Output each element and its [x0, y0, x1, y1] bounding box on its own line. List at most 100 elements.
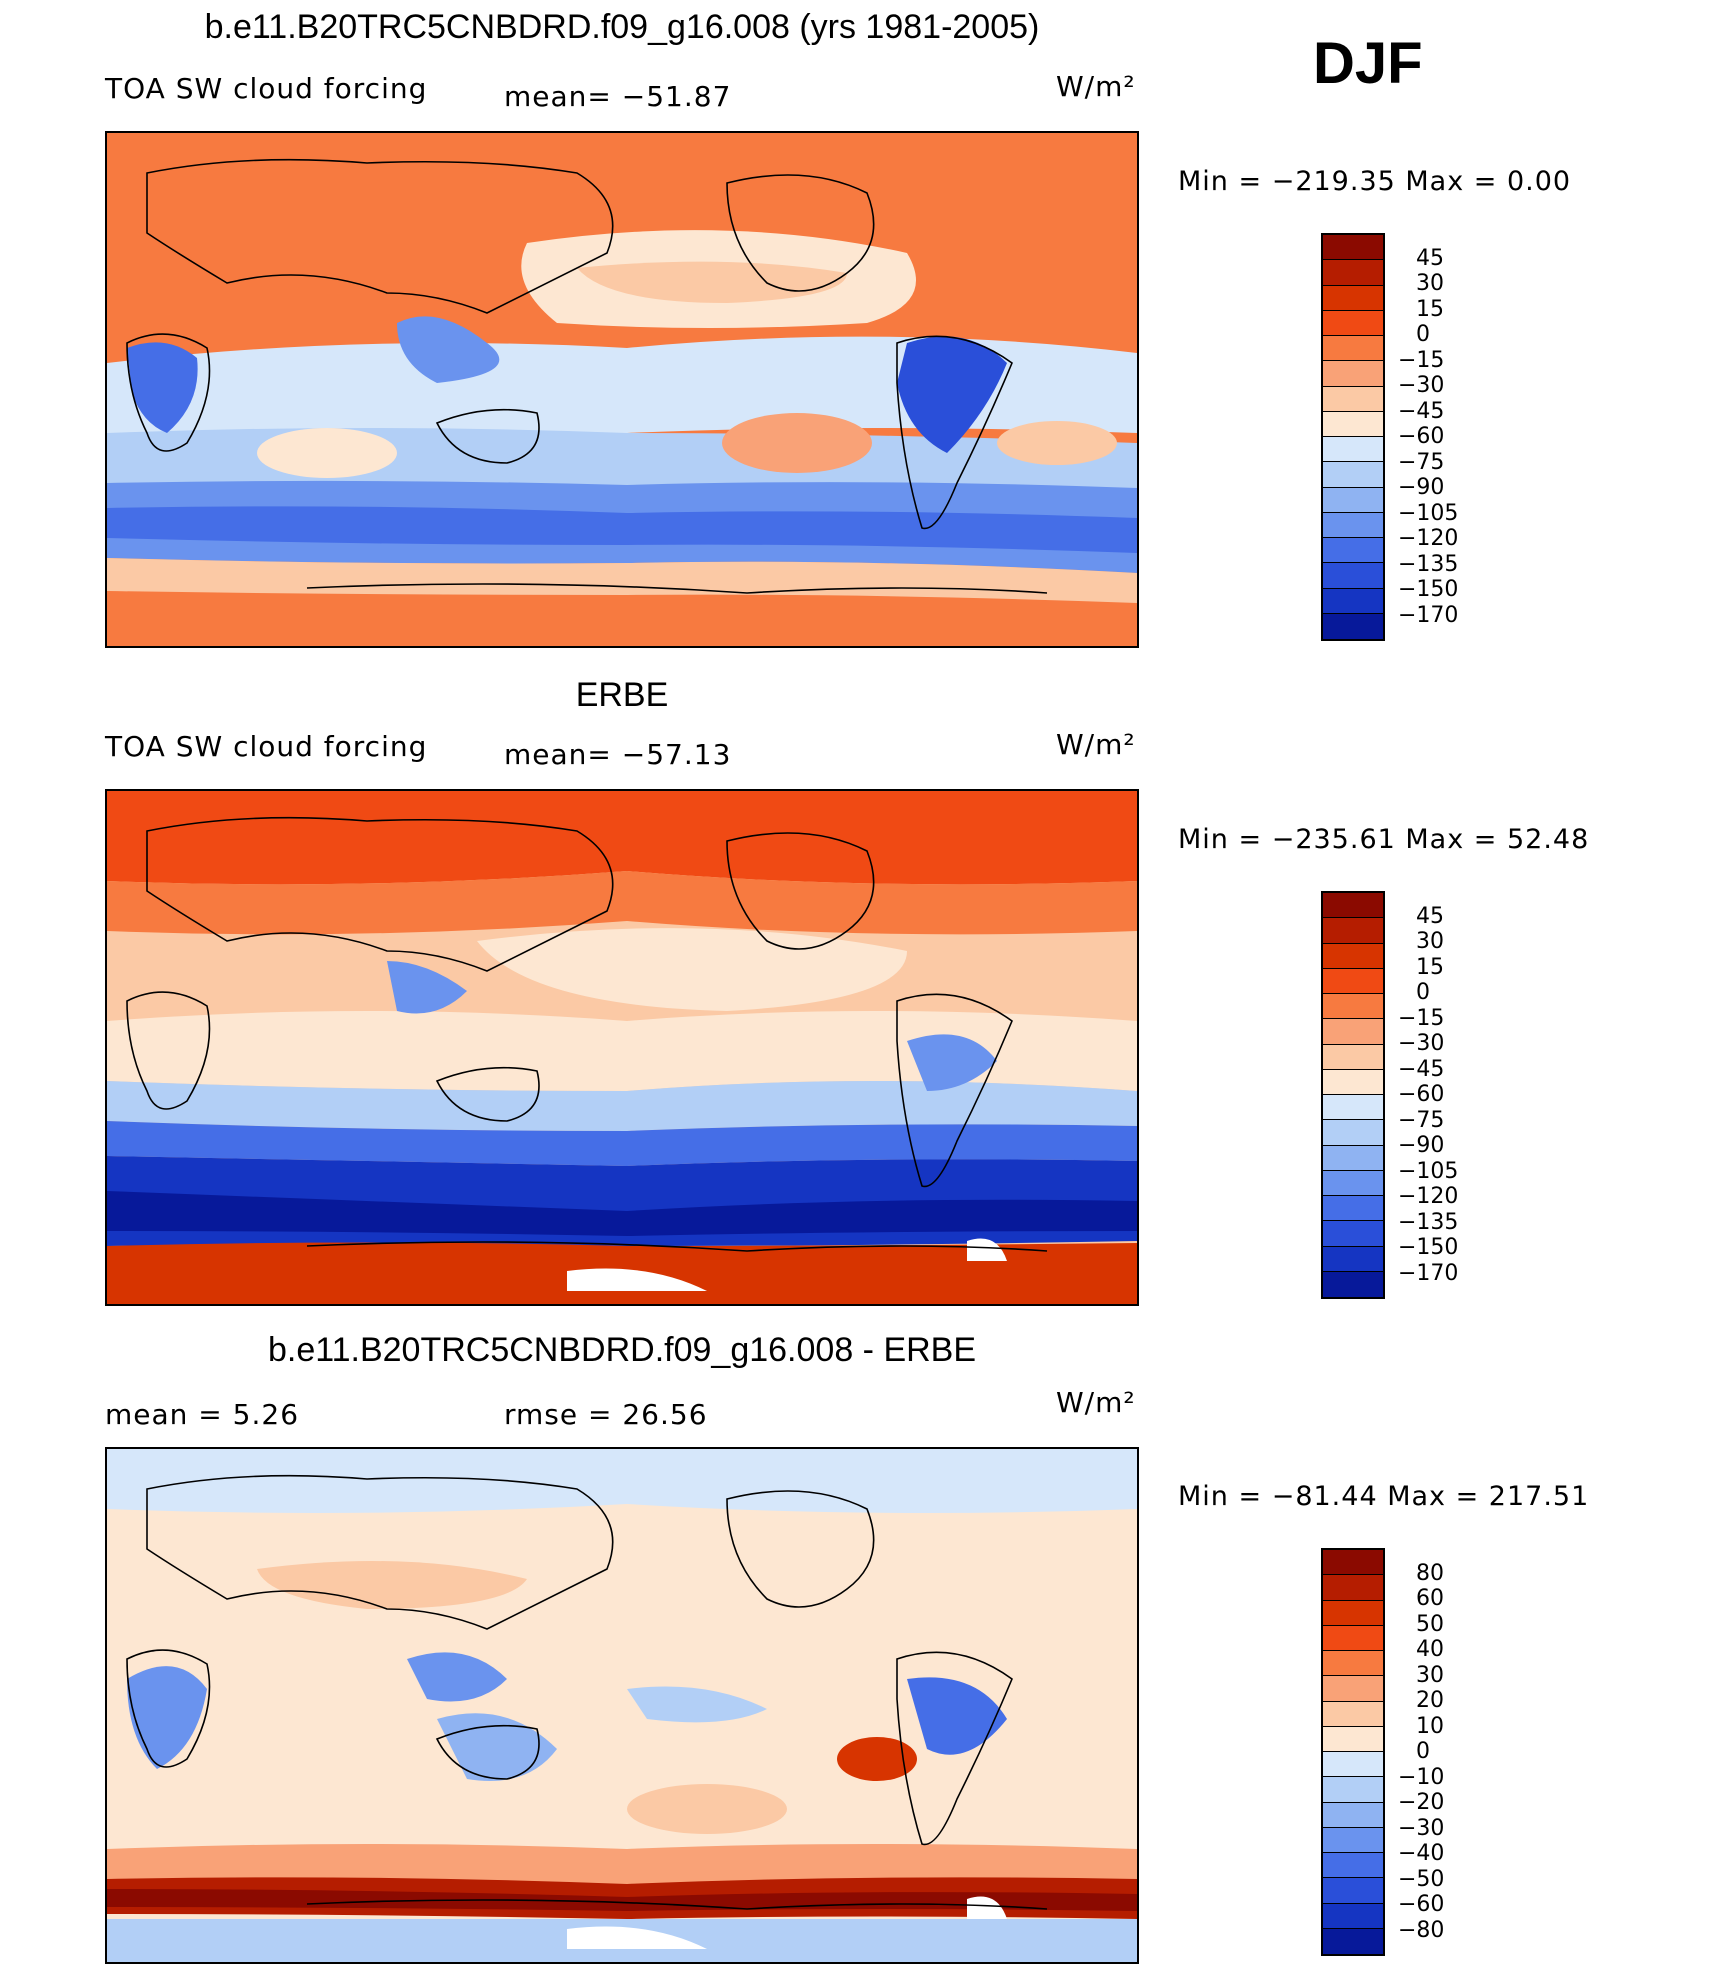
colorbar-tick-label: −45 [1398, 1056, 1445, 1082]
panel-1-title: b.e11.B20TRC5CNBDRD.f09_g16.008 (yrs 198… [204, 8, 1040, 46]
colorbar-tick-label: −80 [1398, 1917, 1445, 1943]
colorbar-tick-label: 15 [1416, 954, 1444, 980]
panel-2-colorbar [1321, 891, 1385, 1299]
colorbar-swatch [1323, 361, 1383, 387]
colorbar-tick-label: −75 [1398, 1107, 1445, 1133]
colorbar-swatch [1323, 411, 1383, 437]
colorbar-tick-label: 30 [1416, 271, 1444, 296]
panel-1-map-field [107, 133, 1137, 646]
colorbar-swatch [1323, 1271, 1383, 1297]
colorbar-swatch [1323, 1726, 1383, 1752]
colorbar-tick-label: 20 [1416, 1688, 1444, 1713]
colorbar-swatch [1323, 235, 1383, 261]
panel-3-colorbar [1321, 1548, 1385, 1956]
colorbar-swatch [1323, 285, 1383, 311]
colorbar-swatch [1323, 1676, 1383, 1702]
colorbar-swatch [1323, 563, 1383, 589]
colorbar-swatch [1323, 1625, 1383, 1651]
colorbar-swatch [1323, 1221, 1383, 1247]
colorbar-swatch [1323, 1853, 1383, 1879]
panel-3-mean-label: mean = 5.26 [105, 1398, 300, 1431]
colorbar-swatch [1323, 918, 1383, 944]
colorbar-tick-label: 30 [1416, 929, 1444, 954]
colorbar-swatch [1323, 1044, 1383, 1070]
colorbar-tick-label: 45 [1416, 245, 1444, 271]
colorbar-swatch [1323, 588, 1383, 614]
colorbar-tick-label: −105 [1398, 500, 1459, 526]
colorbar-tick-label: 50 [1416, 1611, 1444, 1637]
colorbar-tick-label: −90 [1398, 475, 1445, 500]
colorbar-swatch [1323, 1600, 1383, 1626]
colorbar-swatch [1323, 1802, 1383, 1828]
colorbar-tick-label: 30 [1416, 1662, 1444, 1688]
colorbar-swatch [1323, 1095, 1383, 1121]
colorbar-swatch [1323, 943, 1383, 969]
panel-1-variable-label: TOA SW cloud forcing [105, 72, 428, 105]
colorbar-swatch [1323, 1651, 1383, 1677]
colorbar-swatch [1323, 1827, 1383, 1853]
colorbar-swatch [1323, 1903, 1383, 1929]
panel-1-map [105, 131, 1139, 648]
colorbar-swatch [1323, 512, 1383, 538]
colorbar-swatch [1323, 1196, 1383, 1222]
colorbar-swatch [1323, 1019, 1383, 1045]
colorbar-tick-label: −30 [1398, 1815, 1445, 1841]
panel-3-map-field [107, 1449, 1137, 1962]
colorbar-swatch [1323, 538, 1383, 564]
colorbar-swatch [1323, 386, 1383, 412]
colorbar-swatch [1323, 310, 1383, 336]
colorbar-tick-label: 10 [1416, 1713, 1444, 1739]
colorbar-swatch [1323, 994, 1383, 1020]
colorbar-tick-label: −30 [1398, 1031, 1445, 1056]
colorbar-swatch [1323, 1170, 1383, 1196]
panel-1-minmax: Min = −219.35 Max = 0.00 [1178, 166, 1572, 197]
colorbar-tick-label: −170 [1398, 1260, 1459, 1286]
colorbar-tick-label: 15 [1416, 296, 1444, 322]
colorbar-tick-label: −120 [1398, 1184, 1459, 1209]
colorbar-tick-label: 80 [1416, 1560, 1444, 1586]
colorbar-tick-label: −75 [1398, 449, 1445, 475]
colorbar-tick-label: −150 [1398, 577, 1459, 602]
panel-2-units: W/m² [1056, 728, 1136, 761]
colorbar-tick-label: −50 [1398, 1866, 1445, 1892]
colorbar-tick-label: −90 [1398, 1133, 1445, 1158]
colorbar-swatch [1323, 437, 1383, 463]
colorbar-swatch [1323, 613, 1383, 639]
colorbar-tick-label: −120 [1398, 526, 1459, 551]
panel-3-map [105, 1447, 1139, 1964]
colorbar-tick-label: −10 [1398, 1764, 1445, 1790]
panel-3-title: b.e11.B20TRC5CNBDRD.f09_g16.008 - ERBE [267, 1331, 977, 1369]
colorbar-swatch [1323, 462, 1383, 488]
colorbar-tick-label: −135 [1398, 551, 1459, 577]
colorbar-swatch [1323, 487, 1383, 513]
colorbar-tick-label: −60 [1398, 1082, 1445, 1107]
colorbar-tick-label: −135 [1398, 1209, 1459, 1235]
colorbar-tick-label: −15 [1398, 347, 1445, 373]
panel-1-mean-label: mean= −51.87 [504, 80, 732, 113]
panel-2-title: ERBE [575, 676, 669, 714]
colorbar-tick-label: −20 [1398, 1790, 1445, 1815]
panel-2-mean-label: mean= −57.13 [504, 738, 732, 771]
colorbar-tick-label: −40 [1398, 1841, 1445, 1866]
colorbar-swatch [1323, 1145, 1383, 1171]
season-label: DJF [1313, 31, 1423, 96]
panel-3-units: W/m² [1056, 1386, 1136, 1419]
colorbar-tick-label: 60 [1416, 1586, 1444, 1611]
colorbar-swatch [1323, 260, 1383, 286]
colorbar-tick-label: −45 [1398, 398, 1445, 424]
panel-3-rmse-label: rmse = 26.56 [504, 1398, 708, 1431]
colorbar-swatch [1323, 1928, 1383, 1954]
colorbar-swatch [1323, 1878, 1383, 1904]
colorbar-swatch [1323, 1550, 1383, 1576]
colorbar-swatch [1323, 1701, 1383, 1727]
panel-1-colorbar [1321, 233, 1385, 641]
colorbar-tick-label: 0 [1416, 322, 1430, 347]
colorbar-swatch [1323, 893, 1383, 919]
panel-3-minmax: Min = −81.44 Max = 217.51 [1178, 1481, 1590, 1512]
colorbar-swatch [1323, 968, 1383, 994]
panel-2-minmax: Min = −235.61 Max = 52.48 [1178, 824, 1590, 855]
colorbar-tick-label: 0 [1416, 980, 1430, 1005]
colorbar-swatch [1323, 336, 1383, 362]
colorbar-tick-label: −15 [1398, 1005, 1445, 1031]
colorbar-swatch [1323, 1575, 1383, 1601]
